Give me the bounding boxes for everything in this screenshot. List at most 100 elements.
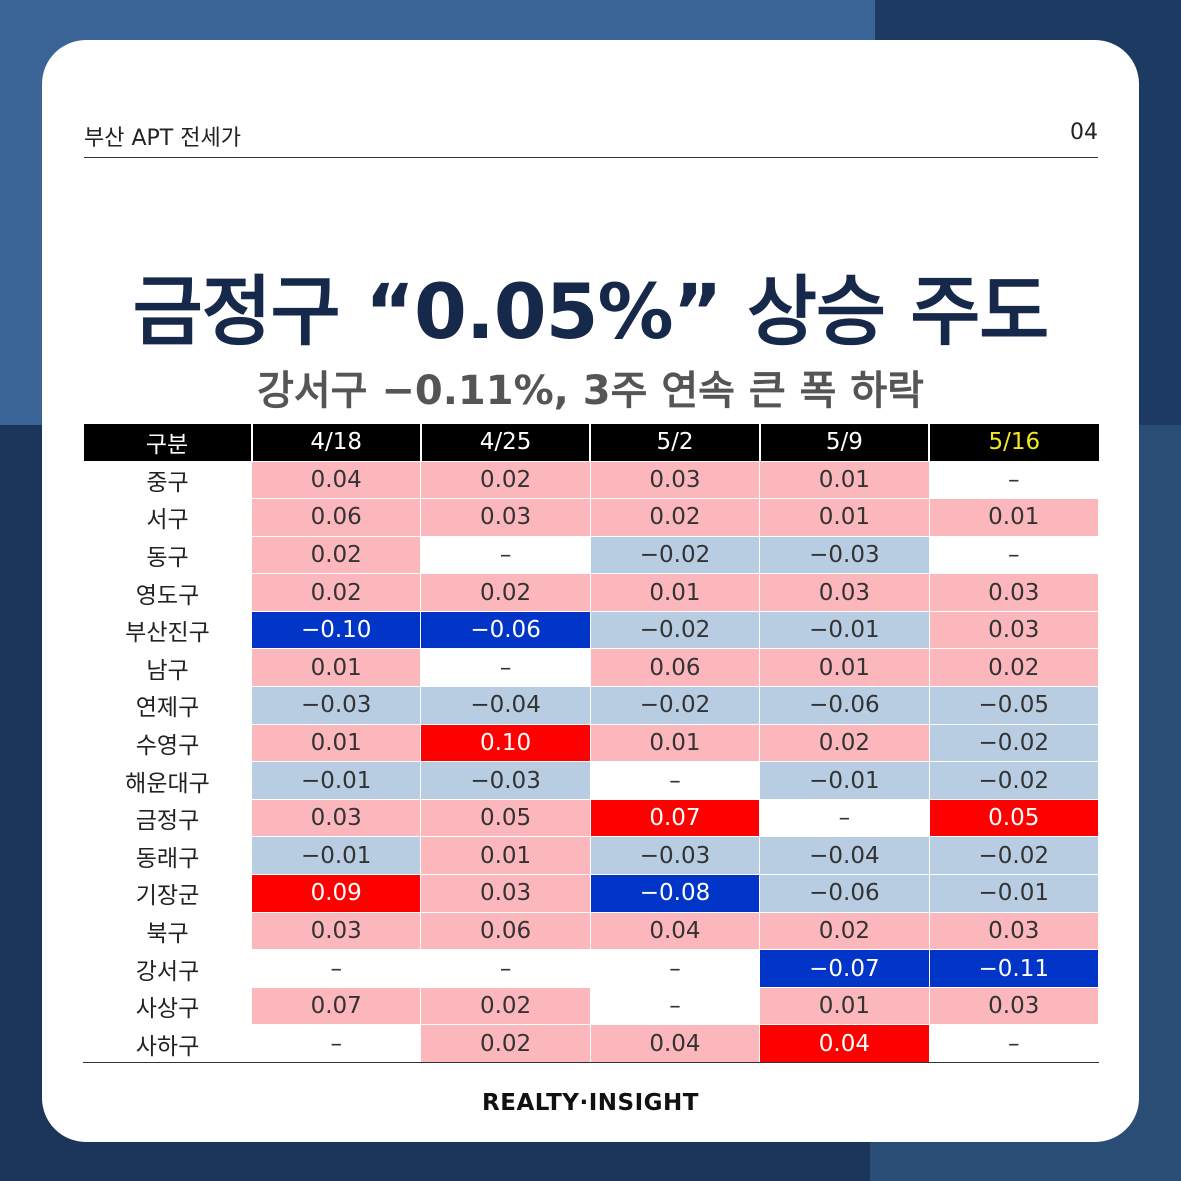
value-cell: 0.05: [928, 798, 1100, 838]
value-cell: –: [420, 648, 591, 688]
page-subtitle: 강서구 −0.11%, 3주 연속 큰 폭 하락: [257, 368, 924, 414]
value-cell: 0.04: [250, 460, 422, 500]
column-header-date: 4/18: [250, 424, 421, 461]
value-cell: 0.02: [759, 911, 930, 951]
district-label: 사상구: [83, 986, 252, 1026]
table-row: 연제구 −0.03 −0.04 −0.02 −0.06 −0.05: [83, 686, 1100, 725]
column-header-date: 5/16: [928, 424, 1099, 461]
value-cell: –: [420, 949, 591, 988]
value-cell: −0.03: [250, 686, 422, 725]
value-cell: 0.01: [928, 498, 1100, 537]
value-cell: −0.02: [928, 761, 1100, 800]
table-row: 서구 0.06 0.03 0.02 0.01 0.01: [83, 498, 1100, 537]
table-row: 부산진구 −0.10 −0.06 −0.02 −0.01 0.03: [83, 610, 1100, 650]
value-cell: 0.02: [250, 535, 422, 575]
content-card: 부산 APT 전세가 04 금정구 “0.05%” 상승 주도 강서구 −0.1…: [42, 40, 1139, 1142]
value-cell: −0.02: [928, 723, 1100, 763]
value-cell: 0.09: [250, 874, 422, 913]
district-label: 기장군: [83, 874, 252, 913]
value-cell: −0.06: [759, 686, 930, 725]
column-header-date: 5/9: [758, 424, 930, 461]
table-body: 중구 0.04 0.02 0.03 0.01– 서구 0.06 0.03 0.02 0.01 0.0…: [83, 460, 1100, 1063]
district-label: 사하구: [83, 1024, 252, 1063]
table-row: 북구 0.03 0.06 0.04 0.02 0.03: [83, 911, 1100, 951]
value-cell: −0.03: [420, 761, 591, 800]
value-cell: 0.01: [250, 723, 422, 763]
value-cell: −0.03: [589, 836, 761, 876]
value-cell: −0.01: [250, 761, 422, 800]
value-cell: –: [928, 1024, 1100, 1063]
district-label: 북구: [83, 911, 252, 951]
table-row: 사상구 0.07 0.02–0.01 0.03: [83, 986, 1100, 1026]
value-cell: 0.03: [250, 798, 422, 838]
brand-footer: REALTY·INSIGHT: [482, 1090, 699, 1116]
value-cell: 0.06: [420, 911, 591, 951]
value-cell: −0.01: [928, 874, 1100, 913]
table-row: 해운대구 −0.01 −0.03– −0.01 −0.02: [83, 761, 1100, 800]
value-cell: 0.02: [420, 1024, 591, 1063]
value-cell: −0.07: [759, 949, 930, 988]
value-cell: 0.02: [420, 573, 591, 612]
district-label: 중구: [83, 460, 252, 500]
value-cell: 0.05: [420, 798, 591, 838]
table-row: 금정구 0.03 0.05 0.07–0.05: [83, 798, 1100, 838]
value-cell: 0.02: [759, 723, 930, 763]
section-title: 부산 APT 전세가: [84, 126, 241, 151]
value-cell: –: [759, 798, 930, 838]
district-label: 동구: [83, 535, 252, 575]
value-cell: 0.02: [420, 460, 591, 500]
value-cell: 0.02: [420, 986, 591, 1026]
value-cell: 0.03: [420, 874, 591, 913]
price-change-table: 구분 4/18 4/25 5/2 5/9 5/16 중구 0.04 0.02 0.03 0.01–…: [83, 424, 1100, 1063]
district-label: 연제구: [83, 686, 252, 725]
value-cell: 0.07: [589, 798, 761, 838]
table-row: 영도구 0.02 0.02 0.01 0.03 0.03: [83, 573, 1100, 612]
district-label: 부산진구: [83, 610, 252, 650]
page-number: 04: [1070, 120, 1098, 145]
value-cell: −0.11: [928, 949, 1100, 988]
column-header-category: 구분: [83, 424, 252, 461]
value-cell: 0.01: [589, 723, 761, 763]
value-cell: −0.06: [420, 610, 591, 650]
value-cell: 0.01: [759, 648, 930, 688]
value-cell: 0.03: [759, 573, 930, 612]
value-cell: 0.01: [759, 986, 930, 1026]
value-cell: 0.03: [928, 610, 1100, 650]
value-cell: –: [589, 761, 761, 800]
value-cell: –: [250, 949, 422, 988]
district-label: 해운대구: [83, 761, 252, 800]
value-cell: −0.02: [589, 535, 761, 575]
district-label: 동래구: [83, 836, 252, 876]
value-cell: 0.03: [928, 986, 1100, 1026]
column-header-date: 5/2: [589, 424, 760, 461]
value-cell: −0.04: [420, 686, 591, 725]
district-label: 남구: [83, 648, 252, 688]
value-cell: −0.01: [250, 836, 422, 876]
value-cell: −0.05: [928, 686, 1100, 725]
value-cell: –: [250, 1024, 422, 1063]
value-cell: −0.04: [759, 836, 930, 876]
table-row: 기장군 0.09 0.03 −0.08 −0.06 −0.01: [83, 874, 1100, 913]
table-row: 중구 0.04 0.02 0.03 0.01–: [83, 460, 1100, 500]
district-label: 수영구: [83, 723, 252, 763]
value-cell: −0.01: [759, 761, 930, 800]
value-cell: –: [928, 460, 1100, 500]
value-cell: 0.02: [589, 498, 761, 537]
value-cell: 0.02: [250, 573, 422, 612]
value-cell: –: [589, 986, 761, 1026]
table-header-row: 구분 4/18 4/25 5/2 5/9 5/16: [83, 424, 1099, 461]
table-row: 남구 0.01–0.06 0.01 0.02: [83, 648, 1100, 688]
value-cell: 0.06: [589, 648, 761, 688]
value-cell: −0.10: [250, 610, 422, 650]
value-cell: −0.02: [589, 686, 761, 725]
value-cell: −0.08: [589, 874, 761, 913]
value-cell: 0.01: [250, 648, 422, 688]
value-cell: −0.03: [759, 535, 930, 575]
value-cell: −0.01: [759, 610, 930, 650]
district-label: 서구: [83, 498, 252, 537]
table-row: 동래구 −0.01 0.01 −0.03 −0.04 −0.02: [83, 836, 1100, 876]
value-cell: 0.02: [928, 648, 1100, 688]
value-cell: 0.07: [250, 986, 422, 1026]
value-cell: –: [589, 949, 761, 988]
column-header-date: 4/25: [419, 424, 591, 461]
